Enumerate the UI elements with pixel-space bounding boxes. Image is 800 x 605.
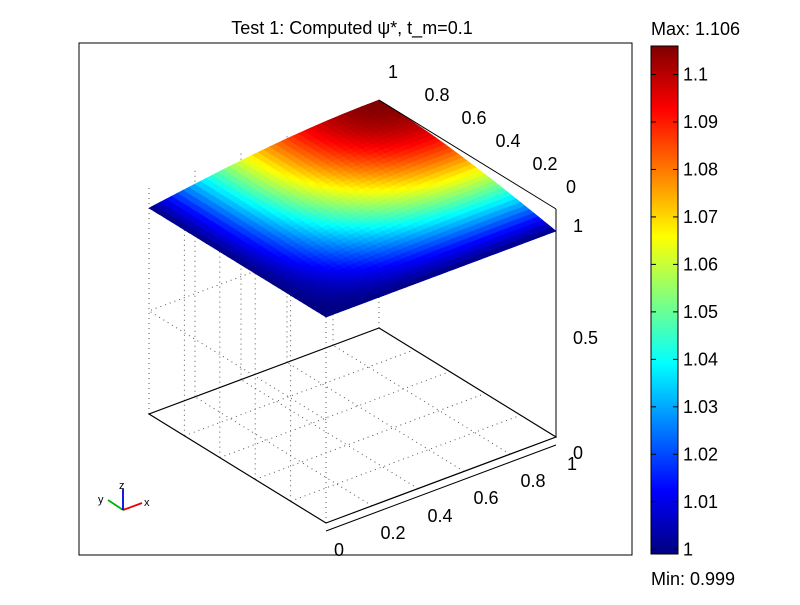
x-tick-label: 0.4 — [427, 506, 452, 526]
floor-outline — [147, 327, 558, 524]
colorbar-tick-label: 1.03 — [683, 397, 718, 417]
colorbar-tick-label: 1.04 — [683, 349, 718, 369]
axes-frame — [78, 42, 633, 556]
surface-cell — [545, 227, 557, 234]
chart-title: Test 1: Computed ψ*, t_m=0.1 — [231, 18, 472, 39]
triad-x-label: x — [144, 497, 150, 509]
colorbar-tick-label: 1.02 — [683, 444, 718, 464]
x-tick-label: 0.8 — [520, 471, 545, 491]
floor-grid-line — [290, 414, 521, 502]
x-tick-label: 0 — [334, 540, 344, 560]
colorbar — [650, 45, 679, 555]
z-tick-labels: 0 0.5 1 — [573, 216, 598, 463]
x-tick-label: 0.2 — [380, 523, 405, 543]
colorbar-tick-label: 1.1 — [683, 64, 708, 84]
colorbar-tick-label: 1.09 — [683, 112, 718, 132]
colorbar-tick-label: 1.06 — [683, 254, 718, 274]
triad-z-label: z — [119, 480, 125, 492]
y-tick-label: 0.8 — [424, 85, 449, 105]
triad-y-line — [107, 499, 124, 511]
axis-triad: x y z — [98, 480, 150, 511]
floor-grid-line — [255, 392, 486, 480]
triad-y-label: y — [98, 494, 104, 506]
y-tick-label: 0.6 — [461, 108, 486, 128]
z-tick-label: 0.5 — [573, 328, 598, 348]
y-tick-label: 0.4 — [495, 131, 520, 151]
z-tick-label: 0 — [573, 443, 583, 463]
x-axis-line — [325, 444, 557, 532]
y-tick-labels: 0 0.2 0.4 0.6 0.8 1 — [388, 62, 576, 197]
colorbar-tick-label: 1.08 — [683, 159, 718, 179]
floor-grid-line — [286, 361, 465, 472]
colorbar-ticks: 1 1.01 1.02 1.03 1.04 1.05 1.06 1.07 1.08 1.09 1.1 — [651, 64, 718, 559]
surface-plot — [148, 99, 557, 318]
y-tick-label: 0.2 — [532, 154, 557, 174]
floor-grid-line — [240, 379, 419, 490]
x-tick-label: 0.6 — [473, 488, 498, 508]
axis-lines — [325, 99, 557, 532]
colorbar-tick-label: 1 — [683, 539, 693, 559]
colorbar-max-label: Max: 1.106 — [651, 19, 740, 39]
floor-grid-line — [332, 344, 511, 455]
base-grid — [147, 327, 558, 524]
triad-x-line — [122, 502, 143, 511]
floor-grid-line — [194, 396, 373, 507]
floor-grid-line — [219, 371, 450, 459]
y-axis-line — [378, 99, 557, 210]
z-tick-label: 1 — [573, 216, 583, 236]
colorbar-min-label: Min: 0.999 — [651, 569, 735, 589]
colorbar-tick-label: 1.07 — [683, 207, 718, 227]
y-tick-label: 1 — [388, 62, 398, 82]
colorbar-tick-label: 1.05 — [683, 302, 718, 322]
x-tick-label: 1 — [567, 454, 577, 474]
floor-grid-line — [184, 349, 415, 437]
colorbar-tick-label: 1.01 — [683, 492, 718, 512]
y-tick-label: 0 — [566, 177, 576, 197]
x-tick-labels: 0 0.2 0.4 0.6 0.8 1 — [334, 454, 577, 560]
